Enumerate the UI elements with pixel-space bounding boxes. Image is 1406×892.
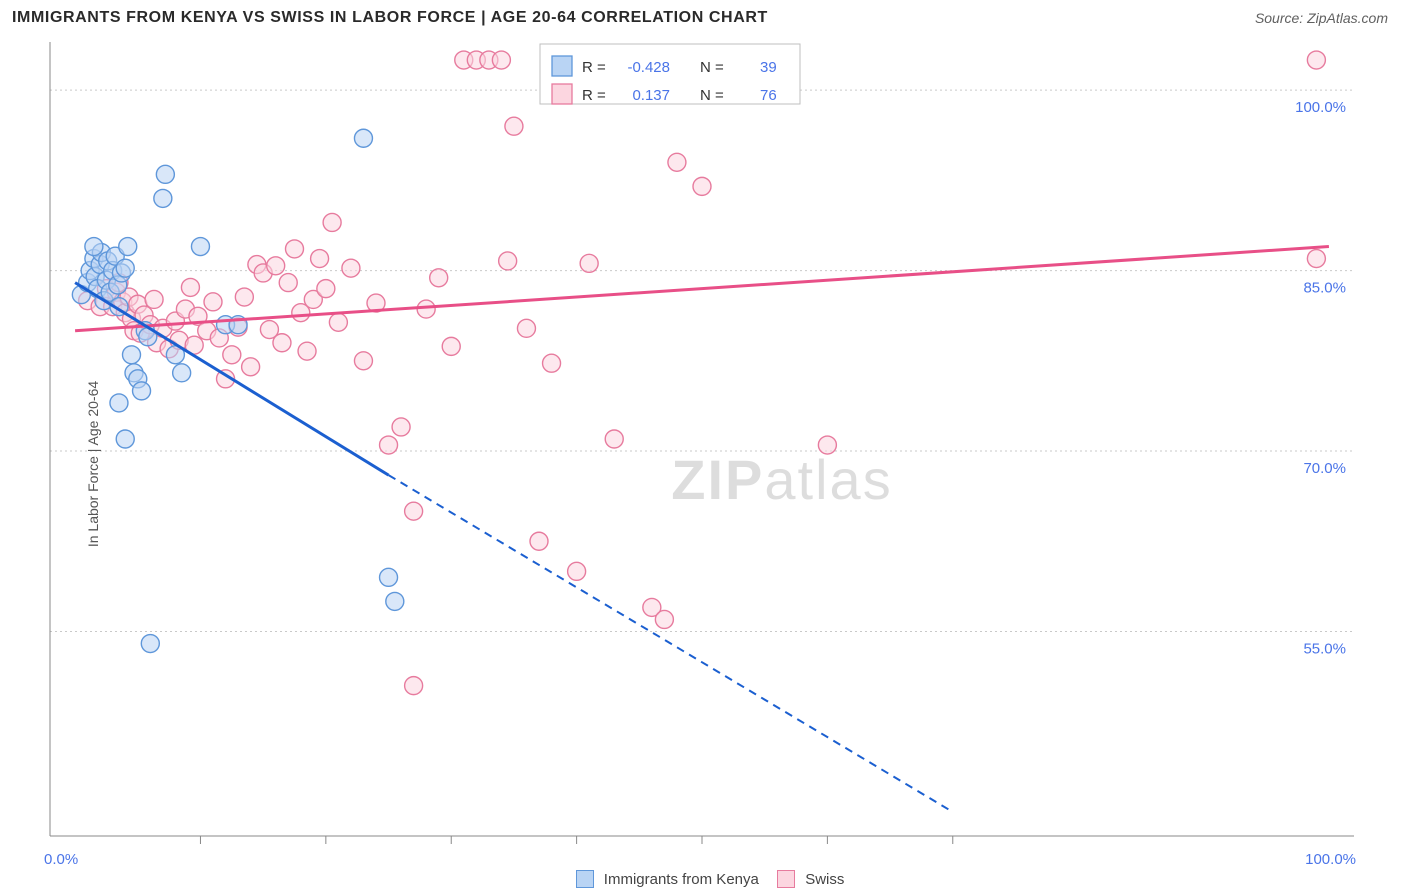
y-axis-label: In Labor Force | Age 20-64 [85, 381, 101, 547]
svg-text:76: 76 [760, 87, 777, 104]
svg-text:100.0%: 100.0% [1295, 99, 1346, 116]
scatter-plot: 55.0% 70.0% 85.0% 100.0% 0.0% 100.0% ZIPatlas R… [0, 36, 1406, 892]
svg-text:R =: R = [582, 59, 606, 76]
bottom-legend: Immigrants from Kenya Swiss [0, 870, 1406, 888]
legend-label-kenya: Immigrants from Kenya [604, 871, 759, 888]
svg-text:70.0%: 70.0% [1303, 460, 1346, 477]
svg-text:0.137: 0.137 [632, 87, 670, 104]
svg-text:ZIPatlas: ZIPatlas [671, 448, 892, 511]
chart-area: In Labor Force | Age 20-64 55.0% 70.0% 85.… [0, 36, 1406, 892]
svg-text:N =: N = [700, 59, 724, 76]
svg-text:85.0%: 85.0% [1303, 280, 1346, 297]
svg-text:-0.428: -0.428 [627, 59, 670, 76]
svg-text:55.0%: 55.0% [1303, 640, 1346, 657]
legend-swatch-kenya [576, 870, 594, 888]
legend-swatch-swiss [777, 870, 795, 888]
chart-title: IMMIGRANTS FROM KENYA VS SWISS IN LABOR … [12, 9, 768, 27]
svg-text:100.0%: 100.0% [1305, 851, 1356, 868]
legend-label-swiss: Swiss [805, 871, 844, 888]
svg-text:39: 39 [760, 59, 777, 76]
svg-text:N =: N = [700, 87, 724, 104]
svg-text:R =: R = [582, 87, 606, 104]
svg-text:0.0%: 0.0% [44, 851, 78, 868]
source-label: Source: ZipAtlas.com [1255, 10, 1388, 26]
